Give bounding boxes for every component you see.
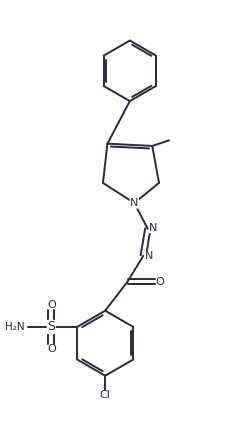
- Text: H₂N: H₂N: [5, 322, 24, 332]
- Text: N: N: [130, 198, 139, 208]
- Text: O: O: [47, 300, 56, 310]
- Text: N: N: [149, 223, 158, 233]
- Text: N: N: [145, 252, 153, 262]
- Text: O: O: [47, 344, 56, 354]
- Text: S: S: [47, 320, 55, 334]
- Text: O: O: [156, 276, 164, 286]
- Text: Cl: Cl: [100, 390, 111, 400]
